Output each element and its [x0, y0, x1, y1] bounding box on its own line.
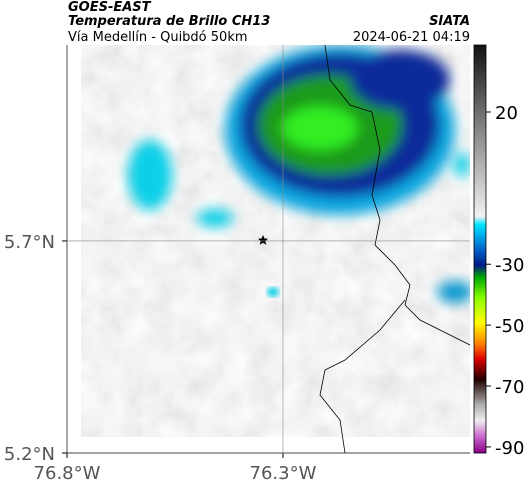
location-marker — [258, 235, 268, 245]
colorbar-tick-label: -50 — [495, 316, 524, 337]
colorbar-tick-label: -30 — [495, 255, 524, 276]
product: Temperatura de Brillo CH13 — [68, 14, 270, 29]
colorbar-tick-label: -90 — [495, 438, 524, 459]
route: Vía Medellín - Quibdó 50km — [68, 30, 248, 45]
colorbar-tick-label: 20 — [495, 103, 518, 124]
border — [319, 44, 471, 454]
colorbar — [473, 44, 487, 454]
y-tick-label: 5.2°N — [4, 444, 55, 465]
colorbar-tick-label: -70 — [495, 377, 524, 398]
agency: SIATA — [429, 14, 470, 29]
source: GOES-EAST — [68, 0, 152, 15]
x-tick-label: 76.3°W — [250, 463, 317, 484]
x-tick-label: 76.8°W — [34, 463, 101, 484]
datetime: 2024-06-21 04:19 — [353, 30, 470, 45]
y-tick-label: 5.7°N — [4, 232, 55, 253]
